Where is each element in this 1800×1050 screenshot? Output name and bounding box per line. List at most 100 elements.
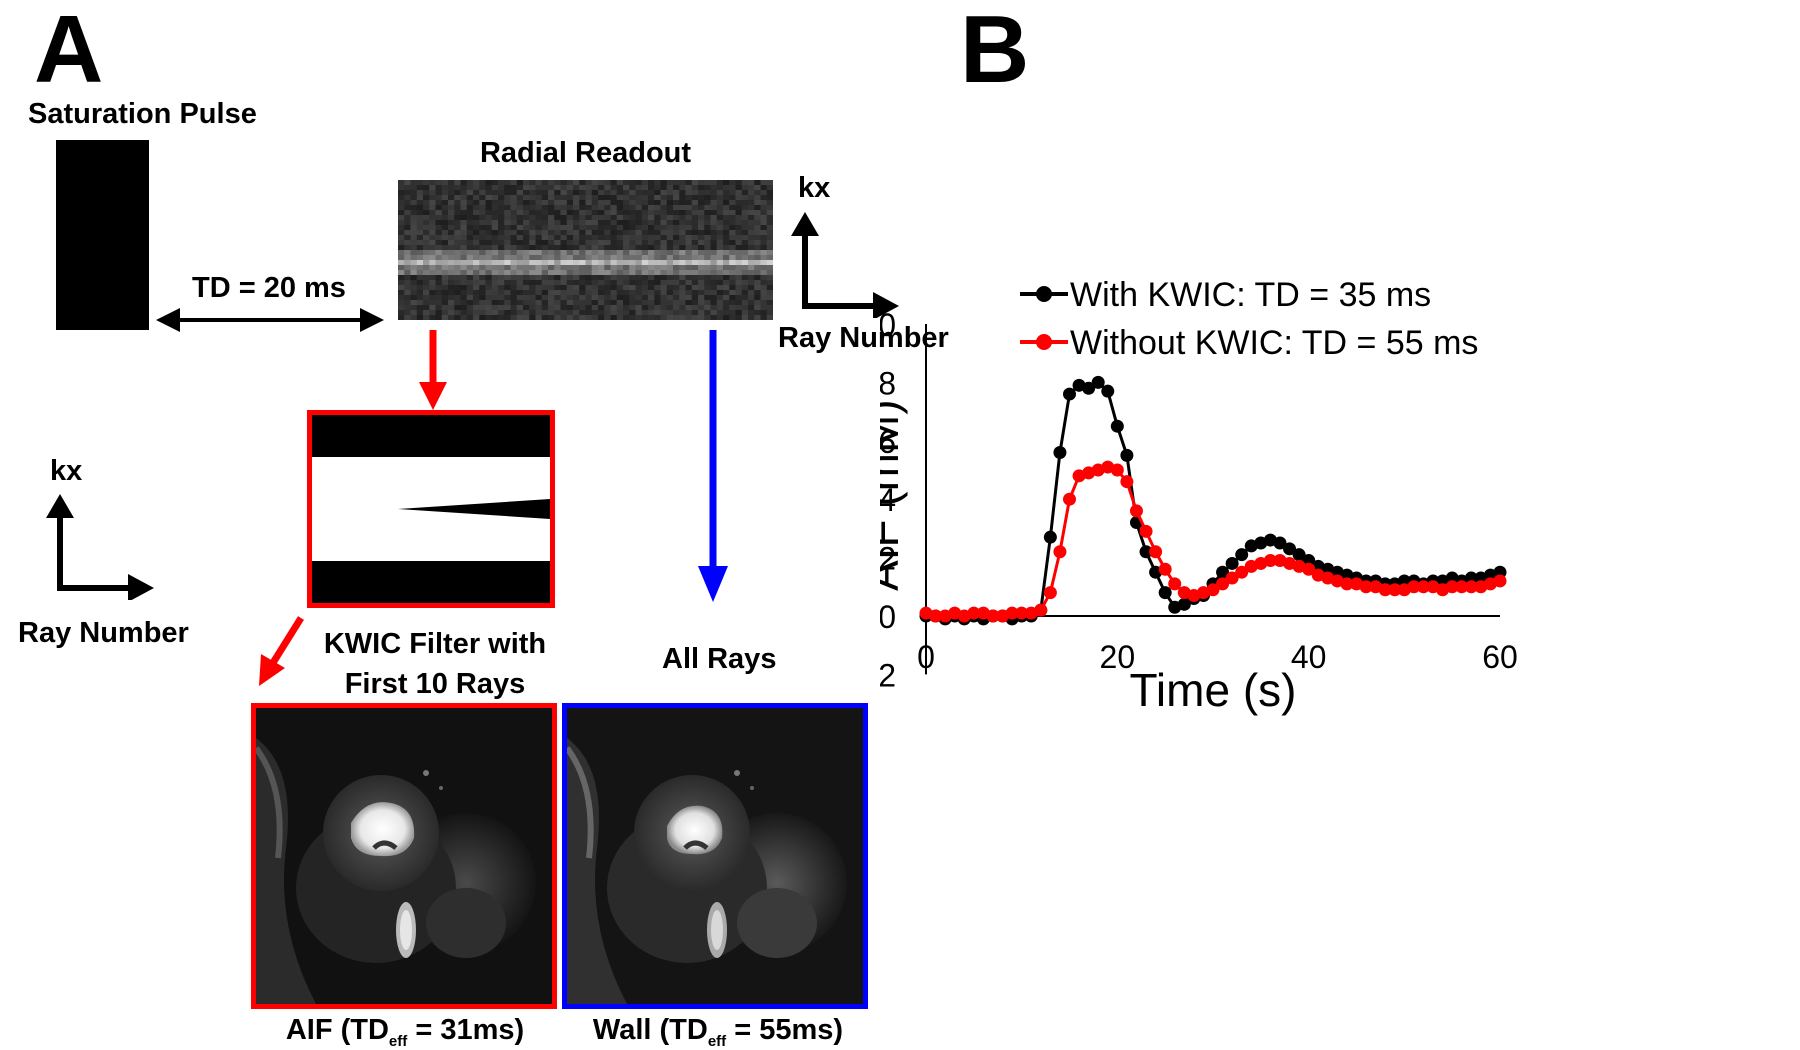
chart-legend-swatch-marker (1036, 286, 1052, 302)
chart-legend-label: Without KWIC: TD = 55 ms (1070, 324, 1478, 362)
chart-data-point (967, 606, 981, 620)
chart-data-point (1216, 565, 1230, 579)
chart-data-point (1493, 574, 1507, 588)
chart-x-tick-label: 40 (1291, 639, 1327, 675)
chart-data-point (1177, 597, 1191, 611)
chart-legend-swatch-marker (1036, 334, 1052, 350)
saturation-pulse-block (56, 140, 149, 330)
red-down-arrow (419, 330, 447, 410)
panel-b-letter: B (960, 0, 1030, 103)
chart-data-point (1407, 580, 1421, 594)
wall-mri-image (562, 703, 868, 1009)
chart-y-tick-label: 4 (880, 482, 896, 518)
chart-y-tick-label: -2 (880, 657, 896, 693)
chart-data-point (1091, 375, 1105, 389)
chart-y-tick-label: 8 (880, 365, 896, 401)
chart-data-point (1340, 577, 1354, 591)
chart-data-point (1082, 381, 1096, 395)
wall-caption-post: = 55ms) (726, 1014, 844, 1046)
chart-data-point (1302, 562, 1316, 576)
chart-y-axis-label: AIF (mM) (880, 399, 908, 591)
chart-y-tick-label: 2 (880, 541, 896, 577)
aif-chart: With KWIC: TD = 35 ms Without KWIC: TD = … (880, 276, 1518, 716)
kwic-filter-caption: KWIC Filter with First 10 Rays (295, 624, 575, 704)
axis-arrows-left (46, 494, 154, 600)
aif-caption-pre: AIF (TD (285, 1014, 389, 1046)
chart-data-point (1005, 606, 1019, 620)
chart-y-tick-label: 0 (880, 599, 896, 635)
chart-y-tick-label: 10 (880, 307, 896, 343)
chart-data-point (1120, 448, 1134, 462)
wall-caption: Wall (TDeff = 55ms) (548, 1014, 888, 1050)
aif-mri-image (251, 703, 557, 1009)
td-double-arrow (156, 308, 384, 332)
chart-data-point (1158, 586, 1172, 600)
chart-series (919, 375, 1507, 626)
blue-down-arrow (698, 330, 728, 602)
kwic-filter-caption-line1: KWIC Filter with (323, 628, 547, 660)
chart-data-point (1263, 554, 1277, 568)
chart-data-point (1149, 545, 1163, 559)
chart-data-point (1139, 524, 1153, 538)
chart-data-point (986, 609, 1000, 623)
chart-data-point (1388, 583, 1402, 597)
chart-data-point (929, 609, 943, 623)
aif-caption: AIF (TDeff = 31ms) (240, 1014, 570, 1050)
axis-arrows-top (791, 212, 899, 318)
chart-data-point (1053, 545, 1067, 559)
aif-caption-post: = 31ms) (407, 1014, 525, 1046)
chart-axes: -2 0 2 4 6 8 10 0 20 40 60 (880, 307, 1518, 693)
chart-data-point (1225, 556, 1239, 570)
readout-noise-pattern (398, 180, 773, 320)
chart-data-point (1273, 536, 1287, 550)
chart-data-point (1129, 504, 1143, 518)
chart-data-point (1063, 492, 1076, 506)
chart-data-point (1455, 580, 1469, 594)
radial-readout-label: Radial Readout (479, 137, 692, 169)
axis-kx-label-top: kx (798, 172, 831, 204)
chart-data-point (1110, 463, 1124, 477)
chart-data-point (1216, 577, 1230, 591)
kwic-filter-caption-line2: First 10 Rays (344, 668, 526, 700)
chart-legend-entry: Without KWIC: TD = 55 ms (1020, 324, 1478, 362)
chart-data-point (1034, 603, 1048, 617)
chart-legend: With KWIC: TD = 35 ms Without KWIC: TD = … (1020, 276, 1478, 362)
chart-x-tick-label: 20 (1100, 639, 1136, 675)
chart-data-point (1015, 606, 1029, 620)
chart-data-point (1416, 580, 1430, 594)
panel-a-letter: A (34, 0, 104, 103)
chart-data-point (1206, 583, 1220, 597)
chart-data-point (1043, 530, 1057, 544)
axis-ray-number-label-top: Ray Number (778, 322, 949, 354)
chart-data-point (1378, 583, 1392, 597)
wall-mri-graphic (567, 708, 863, 1004)
kwic-filter-mask (312, 415, 550, 603)
axis-ray-number-label-left: Ray Number (18, 617, 189, 649)
chart-data-point (1464, 580, 1478, 594)
chart-x-tick-label: 0 (917, 639, 935, 675)
chart-data-point (1235, 565, 1249, 579)
chart-data-point (1292, 548, 1306, 562)
chart-series-1 (919, 460, 1507, 623)
chart-legend-label: With KWIC: TD = 35 ms (1070, 276, 1431, 314)
chart-data-point (1120, 475, 1134, 489)
wall-caption-sub: eff (707, 1032, 727, 1050)
chart-data-point (1063, 387, 1076, 401)
td-label: TD = 20 ms (192, 272, 346, 304)
axis-kx-label-left: kx (50, 455, 83, 487)
chart-data-point (1445, 580, 1459, 594)
chart-data-point (1110, 419, 1124, 433)
chart-data-point (1158, 562, 1172, 576)
saturation-pulse-label: Saturation Pulse (28, 98, 257, 130)
chart-data-point (1043, 586, 1057, 600)
chart-y-tick-label: 6 (880, 424, 896, 460)
all-rays-label: All Rays (662, 643, 777, 675)
chart-x-tick-label: 60 (1482, 639, 1518, 675)
aif-mri-graphic (256, 708, 552, 1004)
chart-data-point (1359, 580, 1373, 594)
aif-caption-sub: eff (388, 1032, 408, 1050)
chart-data-point (1283, 542, 1297, 556)
chart-data-point (1168, 577, 1182, 591)
radial-readout-image (398, 180, 773, 320)
chart-data-point (1053, 445, 1067, 459)
